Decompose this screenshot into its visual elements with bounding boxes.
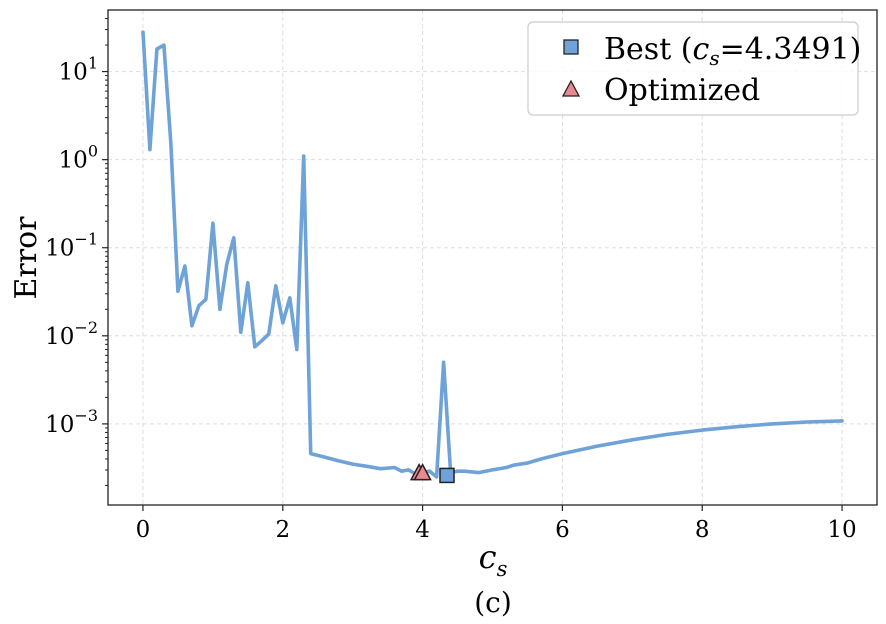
optimized-marker	[413, 462, 432, 481]
x-axis-label: cs	[479, 538, 508, 581]
y-tick-label: 101	[59, 54, 98, 86]
x-tick-label: 6	[555, 517, 570, 543]
legend-label-best: Best (cs=4.3491)	[604, 32, 861, 70]
legend-entry-best: Best (cs=4.3491)	[563, 32, 861, 70]
x-tick-label: 2	[275, 517, 290, 543]
y-tick-label: 10−3	[45, 406, 98, 438]
best-marker	[439, 467, 455, 484]
legend-square-marker	[563, 39, 579, 55]
x-axis-ticks: 0 2 4 6 8 10	[136, 505, 857, 543]
x-tick-label: 0	[136, 517, 151, 543]
legend-entry-optimized: Optimized	[561, 73, 760, 108]
series-layer	[141, 30, 844, 479]
y-tick-label: 10−1	[45, 230, 98, 262]
y-axis-label: Error	[9, 216, 44, 300]
marker-layer	[409, 462, 455, 484]
legend-label-optimized: Optimized	[604, 73, 760, 108]
legend: Best (cs=4.3491) Optimized	[527, 21, 861, 116]
y-tick-label: 100	[59, 142, 98, 174]
y-tick-label: 10−2	[45, 318, 98, 350]
y-axis-ticks: 10−3 10−2 10−1 100 101	[45, 18, 108, 486]
x-tick-label: 10	[827, 517, 856, 543]
x-tick-label: 4	[415, 517, 430, 543]
legend-triangle-marker	[561, 79, 581, 97]
x-tick-label: 8	[695, 517, 710, 543]
plot-frame	[107, 9, 878, 506]
error-line	[141, 30, 844, 479]
panel-label: (c)	[474, 586, 512, 619]
legend-box	[527, 21, 859, 116]
